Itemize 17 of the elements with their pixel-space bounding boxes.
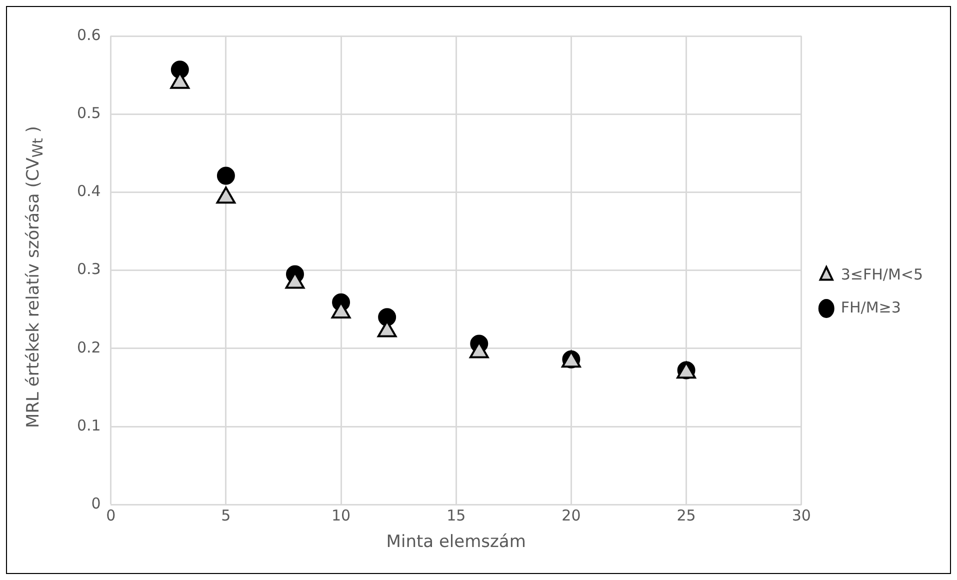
x-axis-title: Minta elemszám	[386, 532, 526, 552]
y-tick-label: 0.6	[76, 26, 101, 44]
legend-label: 3≤FH/M<5	[840, 265, 924, 284]
y-tick-label: 0.2	[76, 338, 101, 356]
y-tick-label: 0	[91, 494, 101, 512]
x-tick-label: 30	[792, 506, 811, 524]
x-tick-label: 25	[676, 506, 696, 524]
x-tick-label: 20	[562, 506, 581, 524]
x-tick-label: 0	[106, 506, 116, 524]
y-tick-label: 0.4	[76, 182, 101, 200]
y-tick-label: 0.1	[76, 416, 101, 434]
legend-label: FH/M≥3	[840, 298, 901, 316]
x-tick-label: 15	[446, 506, 466, 524]
x-tick-label: 5	[221, 506, 231, 524]
y-tick-label: 0.3	[76, 260, 101, 278]
x-tick-label: 10	[331, 506, 351, 524]
y-tick-label: 0.5	[76, 104, 101, 122]
